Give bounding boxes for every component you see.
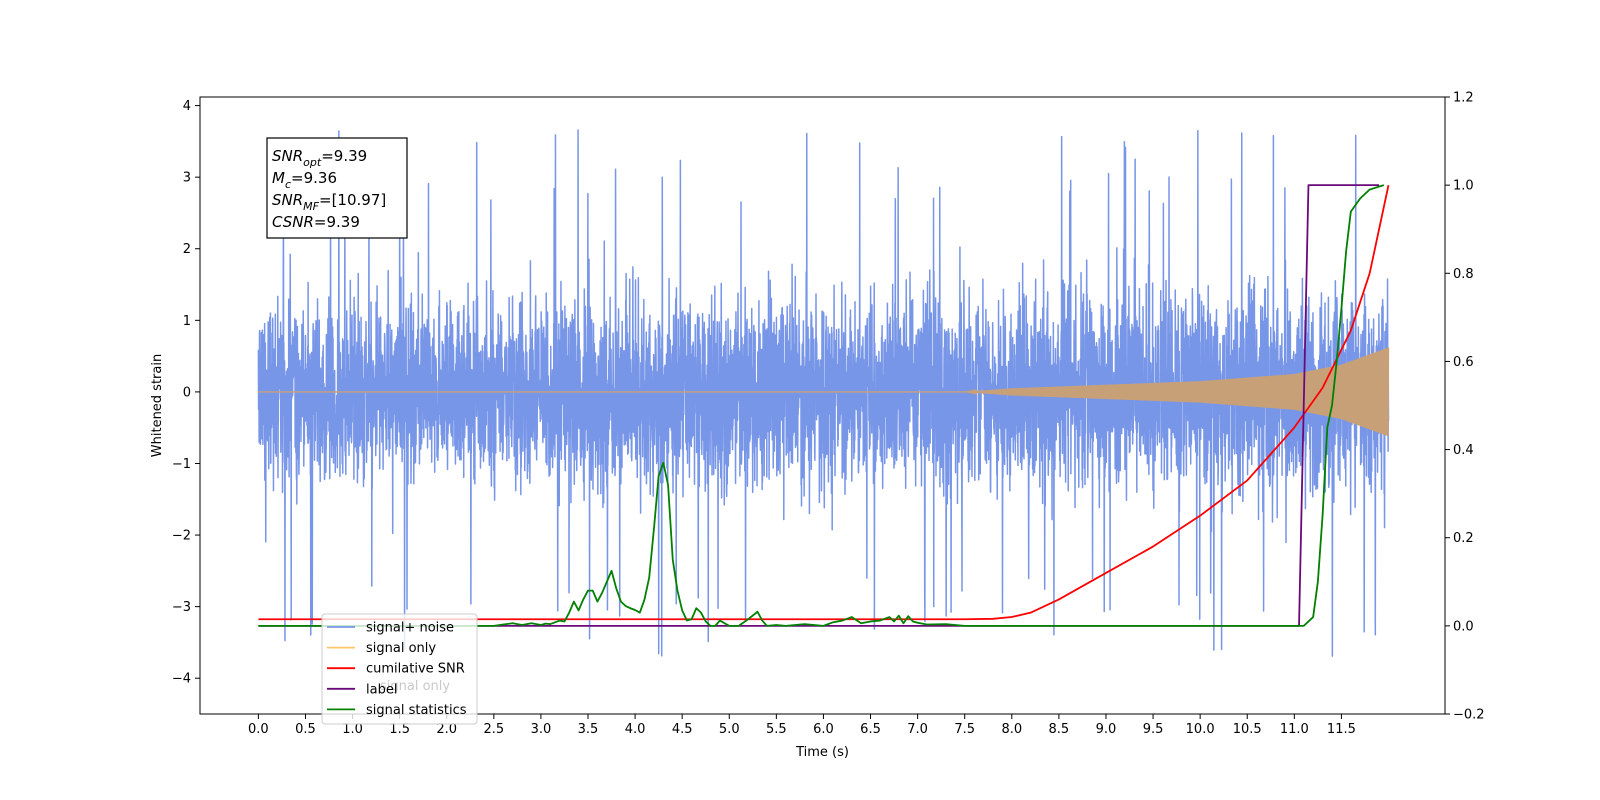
snr-mf-value: =[10.97] <box>319 191 386 209</box>
metrics-annotation-box: SNRopt=9.39 Mc=9.36 SNRMF=[10.97] CSNR=9… <box>266 137 408 239</box>
x-axis-ticks: 0.0 0.5 1.0 1.5 2.0 2.5 3.0 3.5 4.0 4.5 5.0 5.5 6.0 6… <box>248 714 1356 737</box>
y2-tick-label: 1.2 <box>1453 91 1474 106</box>
legend-label: signal statistics <box>366 703 467 718</box>
y-tick-label: −4 <box>172 672 191 687</box>
x-tick-label: 4.0 <box>625 722 646 737</box>
x-tick-label: 2.5 <box>483 722 504 737</box>
x-tick-label: 0.5 <box>295 722 316 737</box>
legend-ghost-text: signal only <box>380 679 450 694</box>
signal-statistics-line <box>258 184 1385 627</box>
y-tick-label: 2 <box>183 242 191 257</box>
x-tick-label: 7.5 <box>954 722 975 737</box>
y2-tick-label: 0.8 <box>1453 267 1474 282</box>
y2-tick-label: −0.2 <box>1453 708 1485 723</box>
y-axis-ticks: 4 3 2 1 0 −1 −2 −3 −4 <box>172 99 200 687</box>
y-tick-label: 1 <box>183 314 191 329</box>
x-tick-label: 10.5 <box>1233 722 1262 737</box>
y-tick-label: −2 <box>172 529 191 544</box>
y2-tick-label: 0.6 <box>1453 355 1474 370</box>
x-tick-label: 2.0 <box>436 722 457 737</box>
snr-opt-text: SNRopt=9.39 <box>272 147 367 169</box>
x-tick-label: 9.0 <box>1096 722 1117 737</box>
y-tick-label: 3 <box>183 171 191 186</box>
y2-tick-label: 0.0 <box>1453 619 1474 634</box>
snr-mf-sub: MF <box>303 200 319 213</box>
legend-label: cumilative SNR <box>366 662 465 677</box>
x-tick-label: 1.5 <box>389 722 410 737</box>
mc-sub: c <box>285 178 291 191</box>
legend-label: signal+ noise <box>366 621 454 636</box>
x-tick-label: 1.0 <box>342 722 363 737</box>
snr-opt-value: =9.39 <box>321 147 367 165</box>
plot-area <box>257 129 1390 657</box>
snr-opt-sub: opt <box>303 156 322 169</box>
x-tick-label: 0.0 <box>248 722 269 737</box>
snr-mf-text: SNRMF=[10.97] <box>272 191 386 213</box>
x-tick-label: 5.0 <box>719 722 740 737</box>
mc-base: M <box>272 169 285 187</box>
legend-label: label <box>366 682 397 697</box>
y2-tick-label: 0.2 <box>1453 531 1474 546</box>
y2-tick-label: 1.0 <box>1453 179 1474 194</box>
y2-axis-ticks: 1.2 1.0 0.8 0.6 0.4 0.2 0.0 −0.2 <box>1445 91 1485 723</box>
x-tick-label: 3.0 <box>531 722 552 737</box>
x-axis-label: Time (s) <box>795 745 849 760</box>
x-tick-label: 6.5 <box>860 722 881 737</box>
x-tick-label: 10.0 <box>1186 722 1215 737</box>
csnr-text: CSNR=9.39 <box>272 213 360 231</box>
snr-opt-base: SNR <box>272 147 303 165</box>
signal-only-layer <box>258 347 1390 437</box>
x-tick-label: 9.5 <box>1143 722 1164 737</box>
x-tick-label: 4.5 <box>672 722 693 737</box>
x-tick-label: 6.0 <box>813 722 834 737</box>
x-tick-label: 8.0 <box>1001 722 1022 737</box>
y-tick-label: 0 <box>183 385 191 400</box>
csnr-base: CSNR <box>272 213 314 231</box>
statistics-layer <box>258 184 1390 627</box>
snr-mf-base: SNR <box>272 191 303 209</box>
mc-value: =9.36 <box>291 169 337 187</box>
axes-frame <box>199 96 1446 715</box>
label-line <box>258 184 1380 627</box>
signal-only-line <box>258 347 1390 437</box>
x-tick-label: 5.5 <box>766 722 787 737</box>
legend-frame <box>321 613 478 725</box>
x-tick-label: 8.5 <box>1049 722 1070 737</box>
y-tick-label: 4 <box>183 99 191 114</box>
legend: signal only signal+ noise signal only cumi… <box>321 613 478 725</box>
y-tick-label: −1 <box>172 457 191 472</box>
x-tick-label: 11.0 <box>1280 722 1309 737</box>
x-tick-label: 3.5 <box>578 722 599 737</box>
legend-label: signal only <box>366 641 436 656</box>
cumulative-snr-line <box>258 184 1390 621</box>
annotation-frame <box>266 137 408 239</box>
x-tick-label: 11.5 <box>1327 722 1356 737</box>
csnr-value: =9.39 <box>314 213 360 231</box>
y2-tick-label: 0.4 <box>1453 443 1474 458</box>
y-tick-label: −3 <box>172 600 191 615</box>
legend-entries: signal+ noise signal only cumilative SNR la… <box>327 621 467 718</box>
x-tick-label: 7.0 <box>907 722 928 737</box>
y-axis-label: Whitened strain <box>150 354 165 457</box>
mc-text: Mc=9.36 <box>272 169 337 191</box>
